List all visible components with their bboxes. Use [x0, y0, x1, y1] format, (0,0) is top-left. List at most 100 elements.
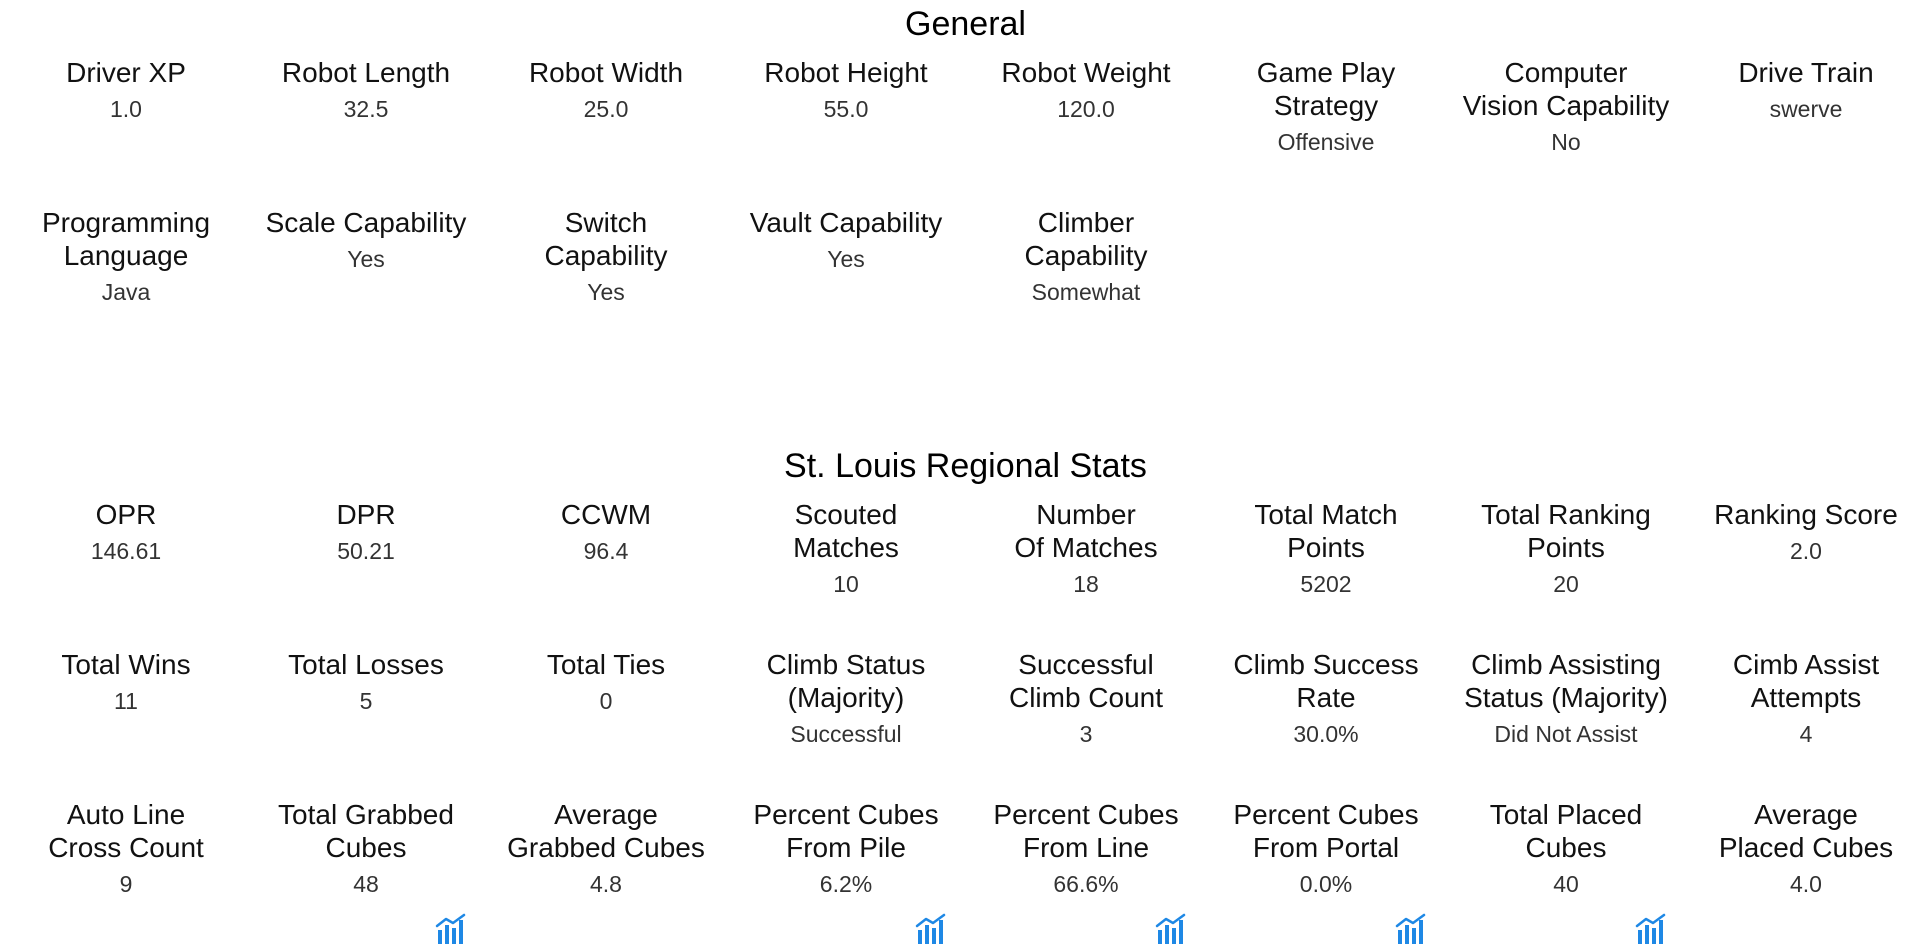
- stat-total-ranking-points: Total Ranking Points 20: [1446, 498, 1686, 648]
- stat-label: Drive Train: [1738, 57, 1874, 88]
- stat-value: Yes: [347, 246, 385, 272]
- stat-value: 1.0: [110, 96, 142, 122]
- stat-ranking-score: Ranking Score 2.0: [1686, 498, 1926, 648]
- stat-value: 3: [1079, 721, 1093, 747]
- stat-label: Robot Height: [764, 57, 928, 88]
- stat-robot-width: Robot Width 25.0: [486, 56, 726, 206]
- stat-label: Total Placed Cubes: [1489, 799, 1643, 863]
- stat-label: Climb Success Rate: [1233, 649, 1419, 713]
- stat-total-match-points: Total Match Points 5202: [1206, 498, 1446, 648]
- stat-label: Successful Climb Count: [1008, 649, 1164, 713]
- stat-value: 4.8: [590, 871, 622, 897]
- regional-stats-grid: OPR 146.61 DPR 50.21 CCWM 96.4 Scouted Matches…: [6, 498, 1926, 948]
- stat-value: 50.21: [337, 538, 395, 564]
- stat-auto-line-cross-count: Auto Line Cross Count 9: [6, 798, 246, 948]
- stat-climber-capability: Climber Capability Somewhat: [966, 206, 1206, 356]
- stat-climb-assisting-status-majority: Climb Assisting Status (Majority) Did Not…: [1446, 648, 1686, 798]
- stat-game-play-strategy: Game Play Strategy Offensive: [1206, 56, 1446, 206]
- stat-value: 18: [1073, 571, 1099, 597]
- stat-label: Computer Vision Capability: [1462, 57, 1670, 121]
- stat-label: Average Grabbed Cubes: [507, 799, 705, 863]
- stat-total-grabbed-cubes: Total Grabbed Cubes 48: [246, 798, 486, 948]
- bar-chart-icon[interactable]: [1634, 912, 1668, 946]
- stat-value: 30.0%: [1293, 721, 1359, 747]
- stat-value: Yes: [827, 246, 865, 272]
- stat-value: Did Not Assist: [1494, 721, 1638, 747]
- stat-percent-cubes-from-portal: Percent Cubes From Portal 0.0%: [1206, 798, 1446, 948]
- stat-value: Java: [101, 279, 151, 305]
- stat-value: 10: [833, 571, 859, 597]
- stat-label: Game Play Strategy: [1256, 57, 1396, 121]
- stat-value: 5: [359, 688, 373, 714]
- stat-total-wins: Total Wins 11: [6, 648, 246, 798]
- stat-value: 4.0: [1790, 871, 1822, 897]
- stat-value: No: [1551, 129, 1581, 155]
- stat-label: Auto Line Cross Count: [48, 799, 204, 863]
- stat-label: Driver XP: [66, 57, 186, 88]
- stat-total-ties: Total Ties 0: [486, 648, 726, 798]
- section-title-regional-stats: St. Louis Regional Stats: [784, 447, 1147, 485]
- stat-label: Percent Cubes From Pile: [753, 799, 939, 863]
- stat-drive-train: Drive Train swerve: [1686, 56, 1926, 206]
- stat-vault-capability: Vault Capability Yes: [726, 206, 966, 356]
- stat-value: 32.5: [343, 96, 389, 122]
- stat-opr: OPR 146.61: [6, 498, 246, 648]
- stat-value: 146.61: [90, 538, 162, 564]
- stat-label: Total Ties: [546, 649, 666, 680]
- stat-label: Programming Language: [41, 207, 211, 271]
- bar-chart-icon[interactable]: [914, 912, 948, 946]
- stat-percent-cubes-from-pile: Percent Cubes From Pile 6.2%: [726, 798, 966, 948]
- stat-climb-status-majority: Climb Status (Majority) Successful: [726, 648, 966, 798]
- stat-label: Robot Length: [281, 57, 451, 88]
- stat-switch-capability: Switch Capability Yes: [486, 206, 726, 356]
- stat-label: Robot Weight: [1001, 57, 1171, 88]
- stat-label: Percent Cubes From Portal: [1233, 799, 1419, 863]
- general-stats-grid: Driver XP 1.0 Robot Length 32.5 Robot Width 2…: [6, 56, 1926, 356]
- stat-label: Total Match Points: [1254, 499, 1398, 563]
- stat-label: Switch Capability: [544, 207, 668, 271]
- stat-value: 6.2%: [819, 871, 873, 897]
- stat-label: Average Placed Cubes: [1718, 799, 1894, 863]
- stat-value: 9: [119, 871, 133, 897]
- stat-value: 40: [1553, 871, 1579, 897]
- stat-percent-cubes-from-line: Percent Cubes From Line 66.6%: [966, 798, 1206, 948]
- stat-label: DPR: [336, 499, 396, 530]
- stat-value: Offensive: [1277, 129, 1375, 155]
- stat-computer-vision-capability: Computer Vision Capability No: [1446, 56, 1686, 206]
- stat-value: 11: [114, 688, 138, 714]
- stat-cimb-assist-attempts: Cimb Assist Attempts 4: [1686, 648, 1926, 798]
- stat-label: Scale Capability: [265, 207, 467, 238]
- stat-label: Total Ranking Points: [1481, 499, 1651, 563]
- stat-label: Climb Assisting Status (Majority): [1464, 649, 1668, 713]
- stat-value: 120.0: [1057, 96, 1115, 122]
- stat-label: OPR: [95, 499, 157, 530]
- stat-robot-weight: Robot Weight 120.0: [966, 56, 1206, 206]
- stat-label: Vault Capability: [749, 207, 943, 238]
- stat-value: 25.0: [583, 96, 629, 122]
- stat-driver-xp: Driver XP 1.0: [6, 56, 246, 206]
- stat-label: Ranking Score: [1714, 499, 1898, 530]
- stat-value: 2.0: [1790, 538, 1822, 564]
- stat-robot-height: Robot Height 55.0: [726, 56, 966, 206]
- stat-successful-climb-count: Successful Climb Count 3: [966, 648, 1206, 798]
- stat-label: Total Losses: [288, 649, 444, 680]
- stat-value: 0: [599, 688, 613, 714]
- stat-value: 4: [1799, 721, 1813, 747]
- stat-number-of-matches: Number Of Matches 18: [966, 498, 1206, 648]
- stat-label: Climb Status (Majority): [766, 649, 926, 713]
- stat-value: Somewhat: [1031, 279, 1141, 305]
- stat-value: 48: [353, 871, 379, 897]
- stat-ccwm: CCWM 96.4: [486, 498, 726, 648]
- stat-dpr: DPR 50.21: [246, 498, 486, 648]
- stat-label: Robot Width: [528, 57, 684, 88]
- bar-chart-icon[interactable]: [1394, 912, 1428, 946]
- bar-chart-icon[interactable]: [434, 912, 468, 946]
- stat-value: Successful: [790, 721, 902, 747]
- stat-total-losses: Total Losses 5: [246, 648, 486, 798]
- stat-value: 55.0: [823, 96, 869, 122]
- stat-value: 96.4: [583, 538, 629, 564]
- stat-value: 20: [1553, 571, 1579, 597]
- stat-value: Yes: [587, 279, 625, 305]
- bar-chart-icon[interactable]: [1154, 912, 1188, 946]
- stat-average-grabbed-cubes: Average Grabbed Cubes 4.8: [486, 798, 726, 948]
